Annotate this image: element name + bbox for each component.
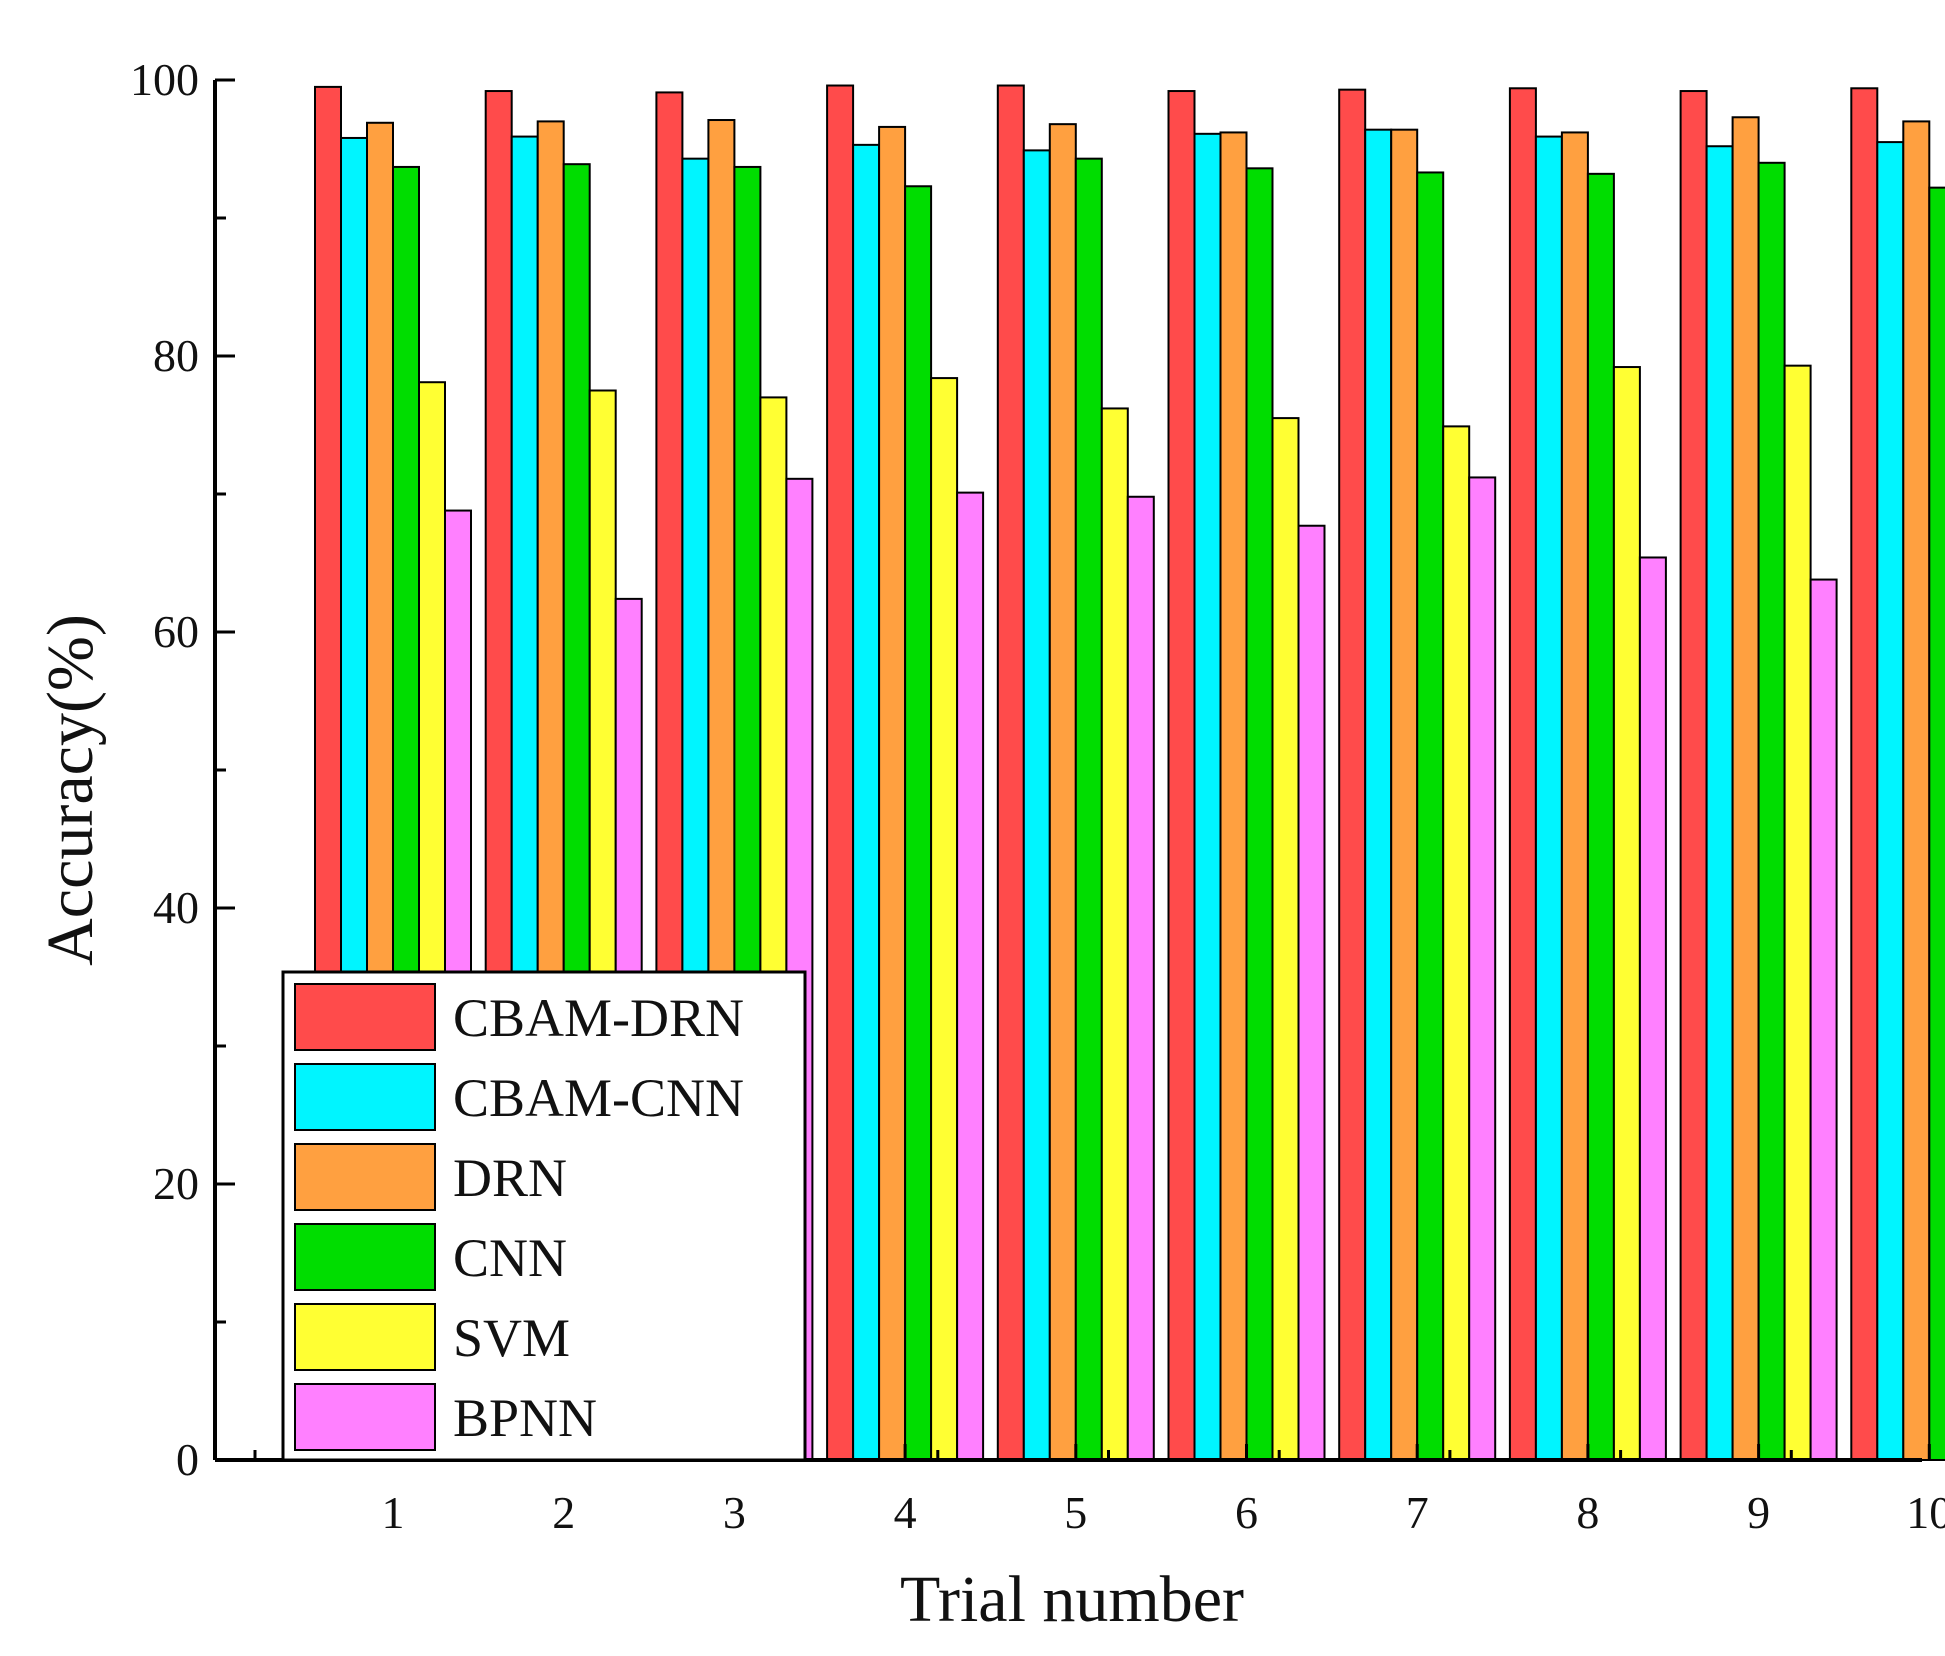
x-tick-label-5: 5	[1064, 1487, 1087, 1538]
x-tick-label-2: 2	[552, 1487, 575, 1538]
bar-cbam-cnn-trial-10	[1876, 141, 1905, 1462]
x-tick-label-10: 10	[1906, 1487, 1945, 1538]
bar-cnn-trial-5	[1074, 157, 1103, 1461]
legend: CBAM-DRN CBAM-CNN DRN CNN SVM BPNN	[281, 970, 807, 1462]
x-tick-label-7: 7	[1406, 1487, 1429, 1538]
bar-cbam-drn-trial-9	[1679, 90, 1708, 1461]
y-tick-label-80: 80	[153, 330, 199, 381]
bar-cbam-cnn-trial-7	[1364, 128, 1393, 1461]
bar-svm-trial-9	[1783, 364, 1812, 1461]
legend-swatch-cnn	[294, 1223, 436, 1291]
bar-drn-trial-5	[1048, 123, 1077, 1461]
bar-drn-trial-6	[1219, 131, 1248, 1462]
legend-label-svm: SVM	[453, 1308, 570, 1368]
bar-cnn-trial-9	[1757, 161, 1786, 1461]
bar-svm-trial-6	[1271, 417, 1300, 1462]
bar-bpnn-trial-9	[1809, 578, 1838, 1461]
bar-cbam-drn-trial-4	[826, 84, 855, 1461]
bar-svm-trial-4	[930, 377, 959, 1462]
bar-cbam-cnn-trial-8	[1534, 135, 1563, 1462]
bar-bpnn-trial-7	[1468, 476, 1497, 1461]
bar-cbam-drn-trial-8	[1508, 87, 1537, 1461]
y-axis-title: Accuracy(%)	[34, 614, 107, 966]
legend-label-bpnn: BPNN	[453, 1388, 597, 1448]
y-tick-label-40: 40	[153, 882, 199, 933]
y-tick-label-0: 0	[176, 1434, 199, 1485]
bar-cbam-cnn-trial-6	[1193, 132, 1222, 1462]
bar-bpnn-trial-5	[1126, 495, 1155, 1461]
bar-drn-trial-10	[1902, 120, 1931, 1461]
legend-swatch-cbam-drn	[294, 983, 436, 1051]
x-tick-label-9: 9	[1747, 1487, 1770, 1538]
legend-swatch-bpnn	[294, 1383, 436, 1451]
bar-drn-trial-8	[1560, 131, 1589, 1462]
legend-label-cnn: CNN	[453, 1228, 567, 1288]
bar-svm-trial-8	[1612, 366, 1641, 1461]
bar-drn-trial-7	[1390, 128, 1419, 1461]
bar-cnn-trial-6	[1245, 167, 1274, 1462]
bar-cnn-trial-10	[1928, 186, 1945, 1461]
legend-label-cbam-drn: CBAM-DRN	[453, 988, 744, 1048]
x-tick-label-1: 1	[382, 1487, 405, 1538]
x-axis-title: Trial number	[900, 1563, 1244, 1636]
bar-drn-trial-4	[878, 125, 907, 1461]
legend-swatch-svm	[294, 1303, 436, 1371]
x-tick-label-3: 3	[723, 1487, 746, 1538]
legend-swatch-drn	[294, 1143, 436, 1211]
bar-cbam-cnn-trial-4	[852, 143, 881, 1462]
bar-svm-trial-7	[1442, 425, 1471, 1461]
legend-swatch-cbam-cnn	[294, 1063, 436, 1131]
bar-bpnn-trial-4	[956, 491, 985, 1461]
legend-box	[281, 970, 807, 1462]
bar-drn-trial-9	[1731, 116, 1760, 1461]
y-tick-label-100: 100	[130, 54, 199, 105]
x-tick-label-8: 8	[1576, 1487, 1599, 1538]
bar-cbam-cnn-trial-9	[1705, 145, 1734, 1462]
y-tick-label-20: 20	[153, 1158, 199, 1209]
x-tick-label-4: 4	[894, 1487, 917, 1538]
legend-label-cbam-cnn: CBAM-CNN	[453, 1068, 744, 1128]
y-tick-label-60: 60	[153, 606, 199, 657]
bar-bpnn-trial-8	[1638, 556, 1667, 1461]
bar-cbam-drn-trial-6	[1167, 90, 1196, 1461]
legend-label-drn: DRN	[453, 1148, 567, 1208]
bar-cbam-drn-trial-7	[1338, 88, 1367, 1461]
bar-cbam-drn-trial-5	[996, 84, 1025, 1461]
bar-svm-trial-5	[1100, 407, 1129, 1462]
bar-cbam-drn-trial-10	[1850, 87, 1879, 1461]
bar-cnn-trial-8	[1586, 172, 1615, 1462]
bar-cbam-cnn-trial-5	[1022, 149, 1051, 1461]
x-tick-label-6: 6	[1235, 1487, 1258, 1538]
bar-bpnn-trial-6	[1297, 524, 1326, 1461]
bar-cnn-trial-7	[1416, 171, 1445, 1462]
bar-cnn-trial-4	[904, 185, 933, 1461]
